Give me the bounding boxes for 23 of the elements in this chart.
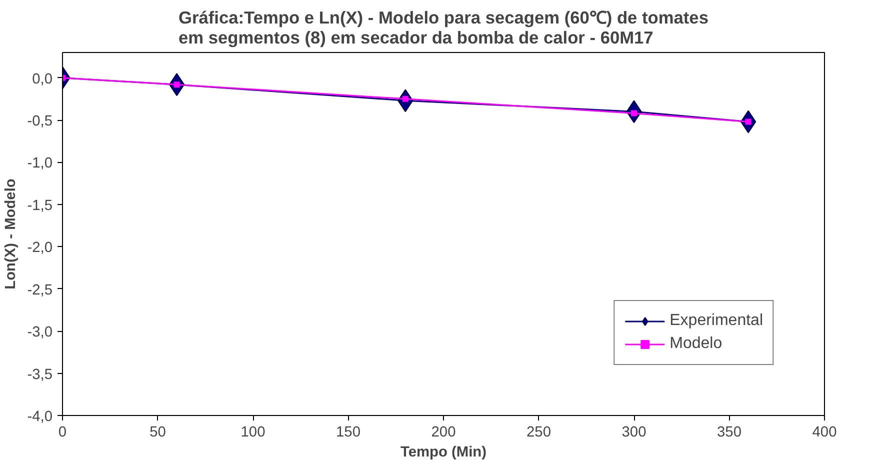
legend-label: Experimental [670,312,763,330]
y-tick-label: 0,0 [32,71,52,88]
x-tick-label: 50 [150,424,166,440]
y-tick-label: -1,0 [27,156,53,172]
chart-title: Gráfica:Tempo e Ln(X) - Modelo para secagem (60℃) de tomates em segmentos (8) em secador da bomba de calor - 60M17 [178,8,708,48]
x-tick-label: 250 [526,424,551,440]
x-tick-label: 100 [240,424,266,440]
x-tick-label: 150 [336,424,360,440]
y-tick-label: -0,5 [27,114,53,130]
legend-label: Modelo [670,335,722,353]
x-tick-label: 0 [58,424,67,440]
x-tick-label: 300 [622,424,646,440]
x-axis-title: Tempo (Min) [400,444,487,460]
y-axis-title: Lon(X) - Modelo [3,178,20,290]
x-tick-label: 200 [431,424,456,440]
y-tick-label: -2,0 [27,240,53,256]
y-tick-label: -2,5 [27,282,53,298]
y-tick-label: -3,0 [27,324,53,341]
x-tick-label: 400 [812,424,837,440]
x-tick-label: 350 [717,424,742,440]
y-tick-label: -1,5 [27,198,53,214]
y-tick-label: -4,0 [27,409,53,425]
y-tick-label: -3,5 [27,366,53,383]
